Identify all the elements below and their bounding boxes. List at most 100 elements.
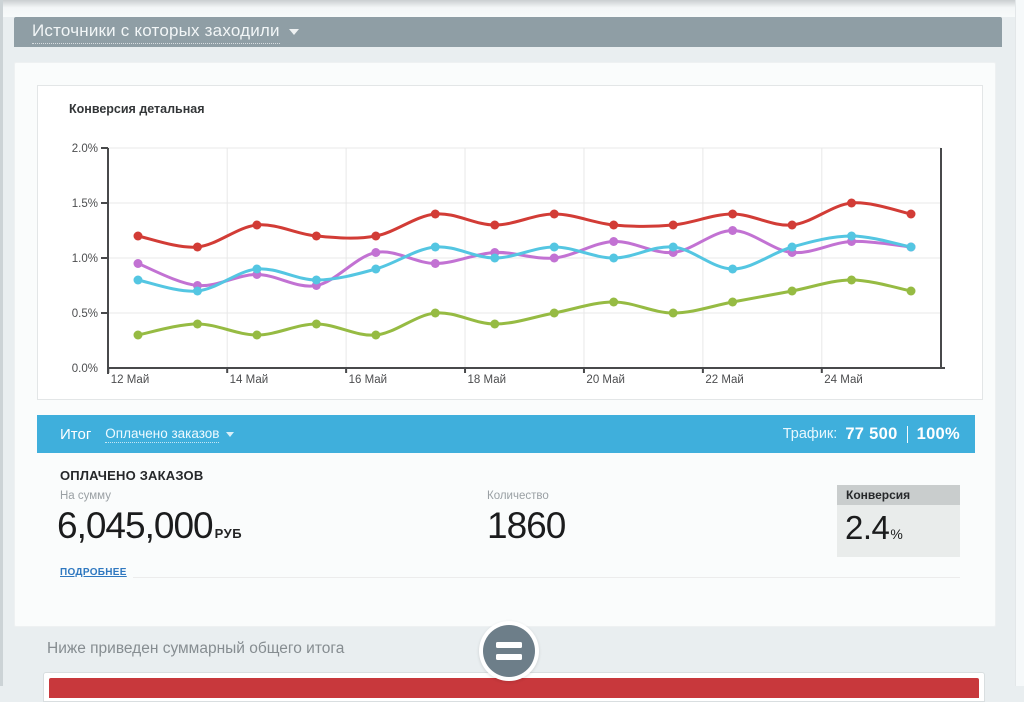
data-point-cyan[interactable] <box>549 242 559 252</box>
y-axis-label: 1.0% <box>72 253 98 265</box>
data-point-purple[interactable] <box>371 248 381 257</box>
data-point-red[interactable] <box>728 209 738 219</box>
conversion-box-header: Конверсия <box>837 485 960 505</box>
data-point-cyan[interactable] <box>133 275 143 285</box>
equals-toggle-button[interactable] <box>479 621 539 681</box>
data-point-red[interactable] <box>490 220 500 230</box>
chart-axes <box>101 147 945 374</box>
details-link[interactable]: ПОДРОБНЕЕ <box>60 567 127 578</box>
data-point-red[interactable] <box>847 198 857 208</box>
data-point-cyan[interactable] <box>668 242 678 252</box>
count-label: Количество <box>487 490 549 502</box>
data-point-green[interactable] <box>192 319 202 329</box>
conversion-unit: % <box>890 526 903 542</box>
traffic-percent: 100% <box>916 424 960 443</box>
x-axis-label: 18 Май <box>468 374 507 386</box>
summary-bar: Итог Оплачено заказов Трафик: 77 500 100… <box>37 415 975 453</box>
data-point-green[interactable] <box>490 319 500 329</box>
data-point-green[interactable] <box>847 275 857 285</box>
data-point-cyan[interactable] <box>609 253 619 263</box>
traffic-value: 77 500 <box>845 424 898 443</box>
page-left-edge <box>0 0 3 686</box>
chart-series-cyan <box>133 231 916 296</box>
data-point-green[interactable] <box>609 297 619 307</box>
sum-value: 6,045,000 <box>57 505 214 546</box>
caret-down-icon <box>288 29 299 35</box>
caret-down-icon <box>226 431 235 437</box>
x-axis-label: 20 Май <box>586 374 625 386</box>
chart-gridlines <box>108 147 941 368</box>
data-point-cyan[interactable] <box>192 286 202 296</box>
x-axis-label: 22 Май <box>705 374 744 386</box>
chart-card: Конверсия детальная 0.0% 0.5% 1.0% 1.5% 2.0%… <box>37 85 983 400</box>
traffic-label: Трафик: <box>782 426 838 442</box>
equals-icon <box>483 625 535 677</box>
data-point-green[interactable] <box>728 297 738 307</box>
chart-title: Конверсия детальная <box>69 102 205 116</box>
data-point-cyan[interactable] <box>252 264 262 274</box>
data-point-green[interactable] <box>311 319 321 329</box>
data-point-green[interactable] <box>430 308 440 318</box>
sum-value-row: 6,045,000 РУБ <box>57 506 242 554</box>
data-point-cyan[interactable] <box>490 253 500 263</box>
bottom-section-red-bar <box>49 678 979 698</box>
data-point-purple[interactable] <box>133 259 143 268</box>
data-point-green[interactable] <box>787 286 797 296</box>
count-value: 1860 <box>487 505 566 546</box>
data-point-cyan[interactable] <box>906 242 916 252</box>
data-point-red[interactable] <box>252 220 262 230</box>
summary-label: Итог <box>60 425 92 443</box>
data-point-red[interactable] <box>430 209 440 219</box>
data-point-purple[interactable] <box>609 237 619 246</box>
chart-series-green <box>133 275 916 340</box>
summary-bar-left: Итог Оплачено заказов <box>60 425 235 443</box>
conversion-chart: 0.0% 0.5% 1.0% 1.5% 2.0% 12 Май 14 Май 16 Май 18… <box>72 143 945 386</box>
data-point-purple[interactable] <box>728 226 738 235</box>
metric-dropdown[interactable]: Оплачено заказов <box>105 425 220 443</box>
details-divider <box>133 577 960 578</box>
page-top-strip <box>0 0 1024 17</box>
scrollbar-track[interactable] <box>1015 0 1024 686</box>
x-axis-label: 14 Май <box>230 374 269 386</box>
data-point-red[interactable] <box>787 220 797 230</box>
sum-label: На сумму <box>60 490 111 502</box>
data-point-green[interactable] <box>549 308 559 318</box>
data-point-red[interactable] <box>906 209 916 219</box>
x-axis-label: 24 Май <box>824 374 863 386</box>
data-point-green[interactable] <box>371 330 381 340</box>
data-point-purple[interactable] <box>549 253 559 263</box>
y-axis-label: 1.5% <box>72 198 98 210</box>
sources-header-bar: Источники с которых заходили <box>14 17 1002 47</box>
traffic-divider <box>906 425 908 443</box>
sources-dropdown[interactable]: Источники с которых заходили <box>32 21 280 44</box>
data-point-cyan[interactable] <box>430 242 440 252</box>
x-axis-label: 16 Май <box>349 374 388 386</box>
y-axis-label: 2.0% <box>72 143 98 155</box>
x-axis-label: 12 Май <box>111 374 150 386</box>
data-point-red[interactable] <box>371 231 381 241</box>
conversion-box: Конверсия 2.4% <box>837 485 960 557</box>
y-axis-label: 0.0% <box>72 363 98 375</box>
data-point-cyan[interactable] <box>371 264 381 274</box>
equals-icon-bar <box>496 654 522 660</box>
data-point-green[interactable] <box>252 330 262 340</box>
data-point-green[interactable] <box>133 330 143 340</box>
data-point-red[interactable] <box>609 220 619 230</box>
data-point-red[interactable] <box>192 242 202 252</box>
conversion-value: 2.4 <box>845 509 890 546</box>
conversion-value-row: 2.4% <box>837 509 960 547</box>
data-point-cyan[interactable] <box>728 264 738 274</box>
data-point-cyan[interactable] <box>847 231 857 241</box>
equals-icon-bar <box>496 642 522 648</box>
data-point-purple[interactable] <box>430 259 440 268</box>
data-point-red[interactable] <box>311 231 321 241</box>
data-point-red[interactable] <box>668 220 678 230</box>
data-point-red[interactable] <box>133 231 143 241</box>
data-point-green[interactable] <box>668 308 678 318</box>
sum-currency: РУБ <box>214 526 243 541</box>
data-point-red[interactable] <box>549 209 559 219</box>
data-point-cyan[interactable] <box>311 275 321 285</box>
data-point-green[interactable] <box>906 286 916 296</box>
chart-series-red <box>133 198 916 252</box>
data-point-cyan[interactable] <box>787 242 797 252</box>
